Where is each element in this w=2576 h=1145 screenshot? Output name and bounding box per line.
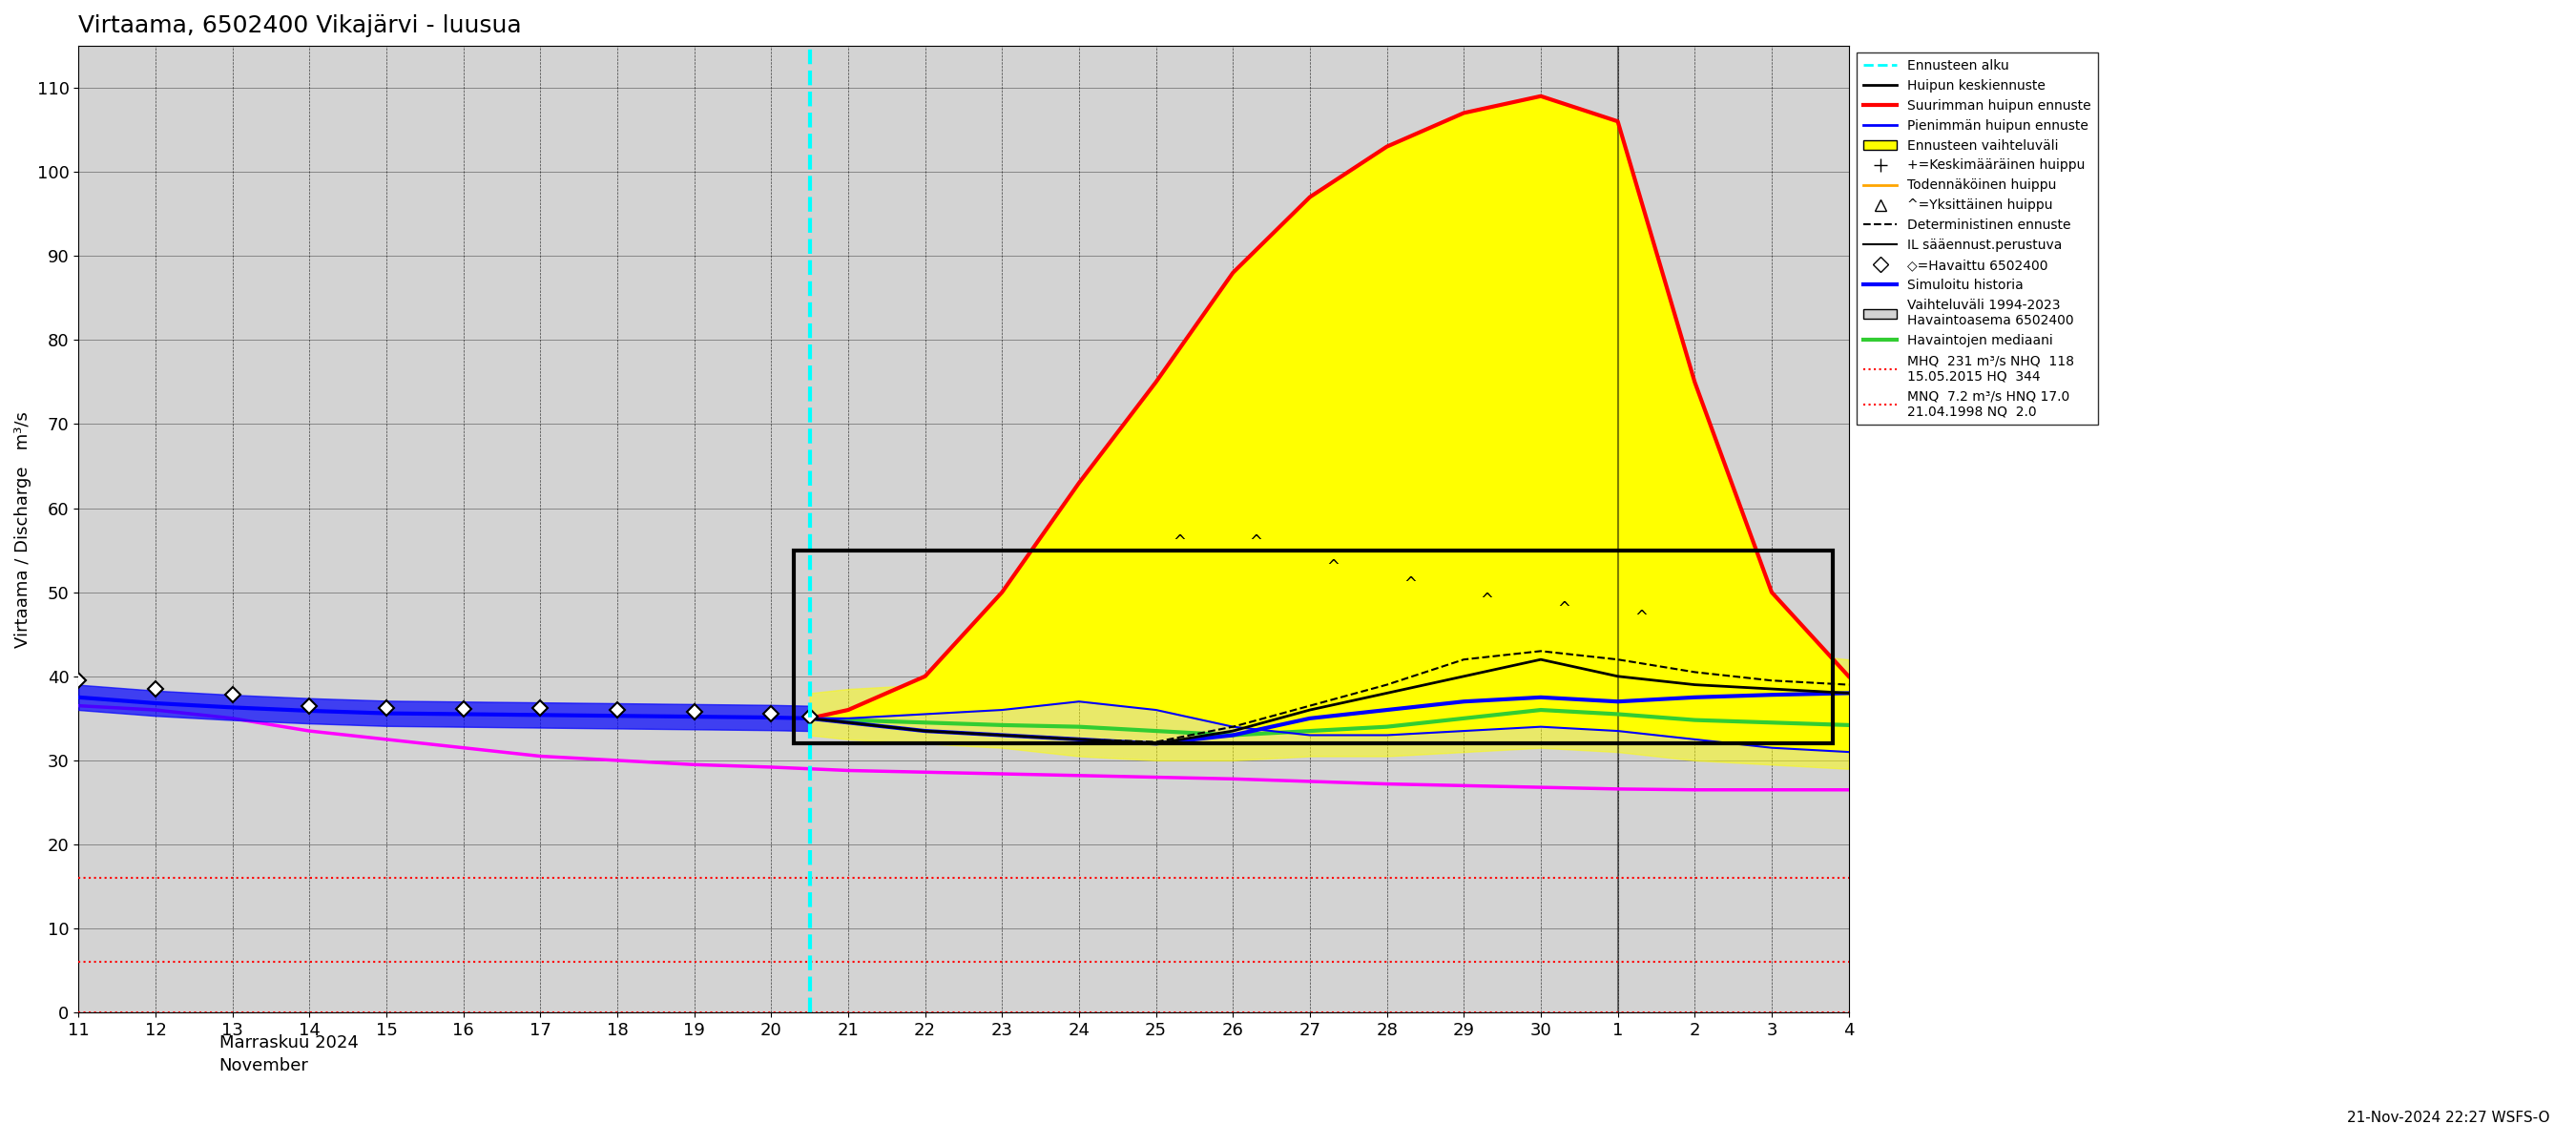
Bar bbox=[793, 551, 1834, 743]
Text: Virtaama, 6502400 Vikajärvi - luusua: Virtaama, 6502400 Vikajärvi - luusua bbox=[77, 14, 523, 37]
Text: ^: ^ bbox=[1633, 609, 1649, 626]
Text: ^: ^ bbox=[1404, 575, 1417, 592]
Text: ^: ^ bbox=[1481, 592, 1494, 609]
Legend: Ennusteen alku, Huipun keskiennuste, Suurimman huipun ennuste, Pienimmän huipun : Ennusteen alku, Huipun keskiennuste, Suu… bbox=[1857, 53, 2097, 425]
Text: ^: ^ bbox=[1558, 600, 1571, 617]
Text: Marraskuu 2024: Marraskuu 2024 bbox=[219, 1034, 358, 1051]
Text: 21-Nov-2024 22:27 WSFS-O: 21-Nov-2024 22:27 WSFS-O bbox=[2347, 1111, 2550, 1124]
Text: ^: ^ bbox=[1249, 534, 1262, 551]
Text: ^: ^ bbox=[1327, 559, 1340, 576]
Y-axis label: Virtaama / Discharge   m³/s: Virtaama / Discharge m³/s bbox=[15, 411, 31, 647]
Text: ^: ^ bbox=[1172, 534, 1185, 551]
Text: November: November bbox=[219, 1057, 309, 1074]
